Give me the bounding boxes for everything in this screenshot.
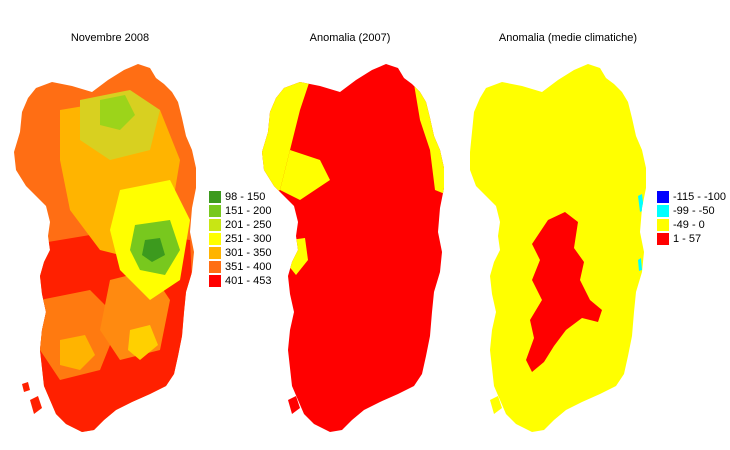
island-sant-antioco bbox=[288, 396, 300, 414]
legend-label: -99 - -50 bbox=[673, 205, 715, 217]
legend-swatch bbox=[657, 233, 669, 245]
map-panel-anomalia-medie-climatiche: Anomalia (medie climatiche) -115 - -100 … bbox=[470, 0, 730, 450]
panel-title: Novembre 2008 bbox=[70, 32, 150, 44]
legend-label: 98 - 150 bbox=[225, 191, 266, 203]
legend-swatch bbox=[209, 191, 221, 203]
legend-item: 98 - 150 bbox=[209, 190, 271, 204]
map-panel-anomalia-2007: Anomalia (2007) bbox=[260, 0, 470, 450]
panel-title: Anomalia (2007) bbox=[309, 32, 391, 44]
legend-label: -49 - 0 bbox=[673, 219, 705, 231]
legend-label: 1 - 57 bbox=[673, 233, 702, 245]
legend-label: 201 - 250 bbox=[225, 219, 272, 231]
legend-label: 401 - 453 bbox=[225, 275, 272, 287]
legend-label: 301 - 350 bbox=[225, 247, 272, 259]
legend-item: -115 - -100 bbox=[657, 190, 726, 204]
island-san-pietro bbox=[22, 382, 30, 392]
legend-swatch bbox=[209, 233, 221, 245]
legend-label: 151 - 200 bbox=[225, 205, 272, 217]
legend-swatch bbox=[209, 261, 221, 273]
legend-anomalia-medie-climatiche: -115 - -100 -99 - -50 -49 - 0 1 - 57 bbox=[657, 190, 726, 246]
legend-item: 1 - 57 bbox=[657, 232, 726, 246]
legend-item: -99 - -50 bbox=[657, 204, 726, 218]
legend-item: 251 - 300 bbox=[209, 232, 271, 246]
map-panel-novembre-2008: Novembre 2008 98 - 150 151 - 200 201 - 2… bbox=[0, 0, 271, 450]
legend-label: 251 - 300 bbox=[225, 233, 272, 245]
legend-novembre-2008: 98 - 150 151 - 200 201 - 250 251 - 300 3… bbox=[209, 190, 271, 288]
legend-swatch bbox=[209, 275, 221, 287]
sardinia-map-anomalia-2007 bbox=[262, 64, 444, 432]
legend-item: 401 - 453 bbox=[209, 274, 271, 288]
legend-item: 351 - 400 bbox=[209, 260, 271, 274]
legend-swatch bbox=[209, 219, 221, 231]
legend-item: 201 - 250 bbox=[209, 218, 271, 232]
legend-swatch bbox=[209, 205, 221, 217]
island-sant-antioco bbox=[490, 396, 502, 414]
anomaly-positive-zone bbox=[526, 212, 602, 372]
legend-swatch bbox=[657, 219, 669, 231]
panel-title: Anomalia (medie climatiche) bbox=[498, 32, 638, 44]
legend-item: 151 - 200 bbox=[209, 204, 271, 218]
legend-item: -49 - 0 bbox=[657, 218, 726, 232]
legend-swatch bbox=[209, 247, 221, 259]
legend-swatch bbox=[657, 205, 669, 217]
island-sant-antioco bbox=[30, 396, 42, 414]
legend-label: 351 - 400 bbox=[225, 261, 272, 273]
legend-label: -115 - -100 bbox=[673, 191, 726, 203]
legend-item: 301 - 350 bbox=[209, 246, 271, 260]
sardinia-map-novembre-2008 bbox=[14, 64, 196, 432]
legend-swatch bbox=[657, 191, 669, 203]
sardinia-map-anomalia-medie-climatiche bbox=[470, 64, 646, 432]
